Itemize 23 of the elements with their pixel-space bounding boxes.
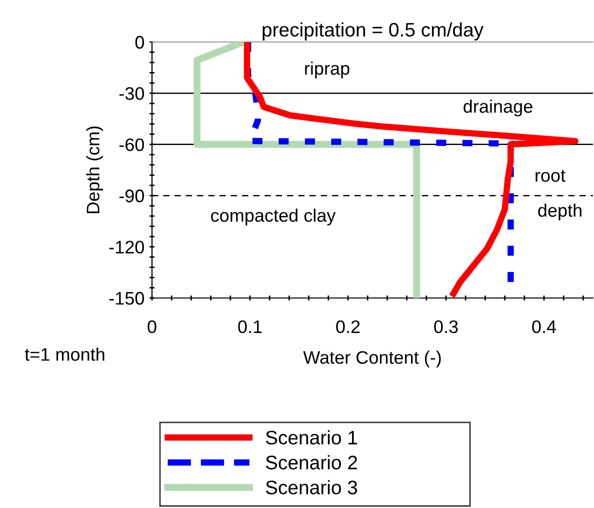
annotation: riprap <box>305 62 350 78</box>
x-axis-title: Water Content (-) <box>303 350 441 368</box>
x-tick-label: 0.2 <box>336 320 360 334</box>
y-tick-label: 0 <box>135 36 144 49</box>
y-tick-label: -120 <box>109 240 144 254</box>
annotation: depth <box>538 204 582 220</box>
x-tick-label: 0.3 <box>434 320 458 334</box>
y-tick-label: -60 <box>119 138 144 152</box>
annotation: drainage <box>464 100 532 116</box>
annotation: compacted clay <box>211 208 336 226</box>
legend-label: Scenario 3 <box>266 480 358 494</box>
y-tick-label: -150 <box>109 292 144 305</box>
legend-label: Scenario 1 <box>266 430 358 445</box>
text: t=1 month <box>24 348 104 361</box>
y-axis-title: Depth (cm) <box>86 126 104 214</box>
x-tick-label: 0 <box>148 320 156 334</box>
chart-title: precipitation = 0.5 cm/day <box>262 22 484 40</box>
x-tick-label: 0.1 <box>238 320 262 334</box>
y-tick-label: -90 <box>119 190 144 202</box>
y-tick-label: -30 <box>119 87 144 100</box>
x-tick-label: 0.4 <box>532 320 556 334</box>
legend-label: Scenario 2 <box>266 455 357 470</box>
annotation: root <box>536 170 566 182</box>
